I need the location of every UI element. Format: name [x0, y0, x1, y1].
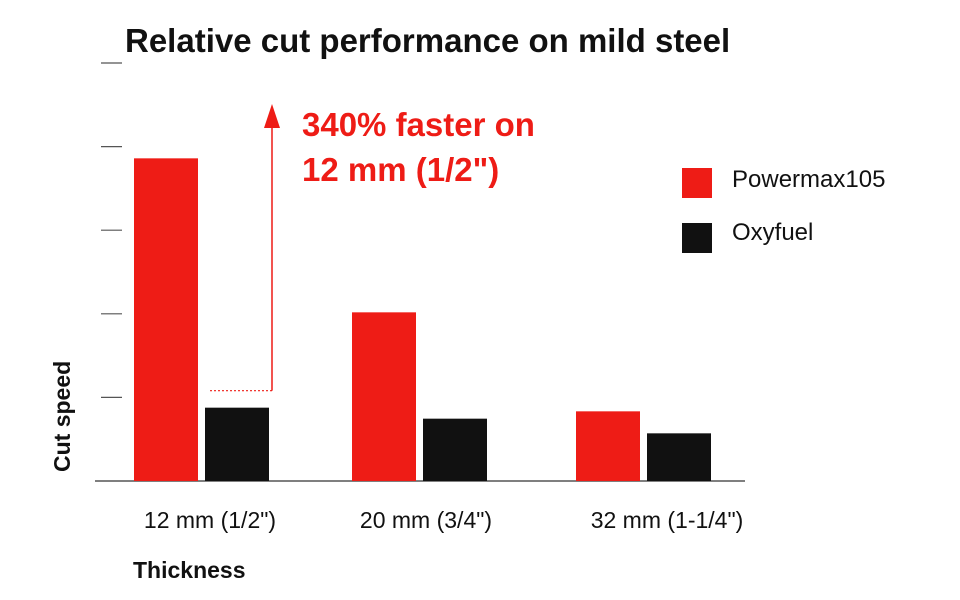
legend-label-oxyfuel: Oxyfuel: [732, 219, 813, 246]
bar-oxyfuel-3: [647, 433, 711, 481]
bar-powermax105-1: [134, 158, 198, 482]
x-tick-label-2: 20 mm (3/4"): [360, 507, 492, 533]
annotation: 340% faster on 12 mm (1/2"): [210, 104, 535, 392]
annotation-line-1: 340% faster on: [302, 106, 535, 143]
x-tick-labels: 12 mm (1/2") 20 mm (3/4") 32 mm (1-1/4"): [144, 507, 743, 533]
y-axis-ticks: [101, 62, 122, 398]
bar-oxyfuel-1: [205, 407, 269, 481]
legend-swatch-oxyfuel: [682, 223, 712, 253]
bar-powermax105-2: [352, 312, 416, 481]
x-tick-label-1: 12 mm (1/2"): [144, 507, 276, 533]
annotation-line-2: 12 mm (1/2"): [302, 151, 499, 188]
bar-oxyfuel-2: [423, 418, 487, 481]
y-axis-title: Cut speed: [49, 361, 75, 472]
x-axis-title: Thickness: [133, 557, 246, 583]
bar-powermax105-3: [576, 411, 640, 481]
annotation-arrow-head: [264, 104, 280, 128]
x-tick-label-3: 32 mm (1-1/4"): [591, 507, 744, 533]
bar-group: [134, 158, 711, 482]
legend-swatch-powermax105: [682, 168, 712, 198]
legend-label-powermax105: Powermax105: [732, 166, 885, 193]
legend: Powermax105 Oxyfuel: [682, 166, 885, 253]
chart-title: Relative cut performance on mild steel: [125, 22, 730, 59]
